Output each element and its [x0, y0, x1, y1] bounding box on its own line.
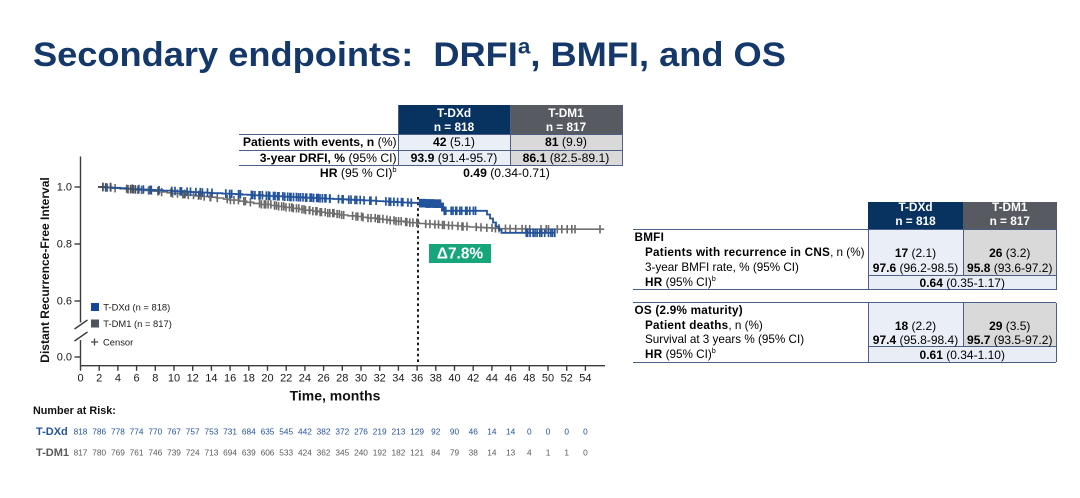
svg-text:192: 192	[373, 448, 387, 458]
svg-text:10: 10	[168, 373, 180, 385]
svg-text:817: 817	[74, 448, 88, 458]
svg-text:533: 533	[279, 448, 293, 458]
svg-text:753: 753	[204, 427, 218, 437]
svg-text:746: 746	[148, 448, 162, 458]
svg-text:761: 761	[130, 448, 144, 458]
svg-text:606: 606	[261, 448, 275, 458]
svg-text:545: 545	[279, 427, 293, 437]
svg-text:4: 4	[527, 448, 532, 458]
svg-text:50: 50	[542, 373, 554, 385]
svg-text:240: 240	[354, 448, 368, 458]
svg-text:38: 38	[469, 448, 479, 458]
svg-text:T-DM1 (n = 817): T-DM1 (n = 817)	[103, 318, 172, 329]
svg-text:46: 46	[469, 427, 479, 437]
svg-text:1: 1	[546, 448, 551, 458]
svg-text:Δ7.8%: Δ7.8%	[437, 246, 483, 263]
svg-text:713: 713	[204, 448, 218, 458]
svg-text:24: 24	[299, 373, 311, 385]
svg-text:182: 182	[391, 448, 405, 458]
svg-text:Number at Risk:: Number at Risk:	[33, 405, 116, 417]
svg-text:219: 219	[373, 427, 387, 437]
svg-text:2: 2	[96, 373, 102, 385]
svg-text:30: 30	[355, 373, 367, 385]
svg-text:213: 213	[391, 427, 405, 437]
svg-text:28: 28	[336, 373, 348, 385]
svg-text:12: 12	[187, 373, 199, 385]
svg-text:757: 757	[186, 427, 200, 437]
svg-text:786: 786	[92, 427, 106, 437]
svg-text:T-DXd (n = 818): T-DXd (n = 818)	[103, 302, 170, 313]
svg-text:731: 731	[223, 427, 237, 437]
svg-text:20: 20	[261, 373, 273, 385]
svg-text:769: 769	[111, 448, 125, 458]
svg-text:46: 46	[504, 373, 516, 385]
svg-text:26: 26	[317, 373, 329, 385]
svg-text:0: 0	[546, 427, 551, 437]
svg-text:635: 635	[261, 427, 275, 437]
svg-text:818: 818	[74, 427, 88, 437]
svg-text:724: 724	[186, 448, 200, 458]
svg-text:14: 14	[487, 448, 497, 458]
svg-text:0: 0	[583, 448, 588, 458]
svg-text:Censor: Censor	[103, 337, 133, 348]
svg-text:36: 36	[411, 373, 423, 385]
svg-text:684: 684	[242, 427, 256, 437]
svg-text:16: 16	[224, 373, 236, 385]
svg-text:54: 54	[579, 373, 591, 385]
svg-text:129: 129	[410, 427, 424, 437]
svg-text:372: 372	[335, 427, 349, 437]
svg-text:276: 276	[354, 427, 368, 437]
svg-text:121: 121	[410, 448, 424, 458]
svg-text:780: 780	[92, 448, 106, 458]
svg-text:34: 34	[392, 373, 404, 385]
svg-text:Distant Recurrence-Free Interv: Distant Recurrence-Free Interval	[38, 177, 52, 362]
svg-text:48: 48	[523, 373, 535, 385]
svg-text:0: 0	[77, 373, 83, 385]
svg-text:770: 770	[148, 427, 162, 437]
svg-text:4: 4	[115, 373, 121, 385]
svg-text:42: 42	[467, 373, 479, 385]
svg-text:22: 22	[280, 373, 292, 385]
svg-text:424: 424	[298, 448, 312, 458]
svg-text:0: 0	[583, 427, 588, 437]
svg-text:774: 774	[130, 427, 144, 437]
svg-text:345: 345	[335, 448, 349, 458]
svg-text:14: 14	[506, 427, 516, 437]
svg-text:362: 362	[317, 448, 331, 458]
svg-text:52: 52	[561, 373, 573, 385]
svg-text:0.8: 0.8	[57, 239, 72, 251]
svg-text:40: 40	[448, 373, 460, 385]
svg-text:14: 14	[487, 427, 497, 437]
svg-text:1.0: 1.0	[57, 182, 72, 194]
svg-text:Time, months: Time, months	[290, 388, 381, 404]
svg-text:13: 13	[506, 448, 516, 458]
svg-text:8: 8	[152, 373, 158, 385]
svg-text:0: 0	[564, 427, 569, 437]
svg-text:90: 90	[450, 427, 460, 437]
svg-text:778: 778	[111, 427, 125, 437]
svg-text:0.0: 0.0	[57, 352, 72, 364]
svg-text:T-DM1: T-DM1	[36, 447, 69, 459]
svg-text:32: 32	[374, 373, 386, 385]
svg-text:1: 1	[564, 448, 569, 458]
svg-text:0.6: 0.6	[57, 296, 72, 308]
svg-text:6: 6	[134, 373, 140, 385]
svg-text:79: 79	[450, 448, 460, 458]
svg-text:38: 38	[430, 373, 442, 385]
svg-text:694: 694	[223, 448, 237, 458]
svg-text:442: 442	[298, 427, 312, 437]
svg-text:14: 14	[205, 373, 217, 385]
svg-text:T-DXd: T-DXd	[36, 426, 68, 438]
svg-text:18: 18	[243, 373, 255, 385]
svg-text:639: 639	[242, 448, 256, 458]
svg-text:767: 767	[167, 427, 181, 437]
svg-text:92: 92	[431, 427, 441, 437]
svg-text:84: 84	[431, 448, 441, 458]
svg-text:739: 739	[167, 448, 181, 458]
svg-text:0: 0	[527, 427, 532, 437]
svg-text:44: 44	[486, 373, 498, 385]
svg-text:382: 382	[317, 427, 331, 437]
